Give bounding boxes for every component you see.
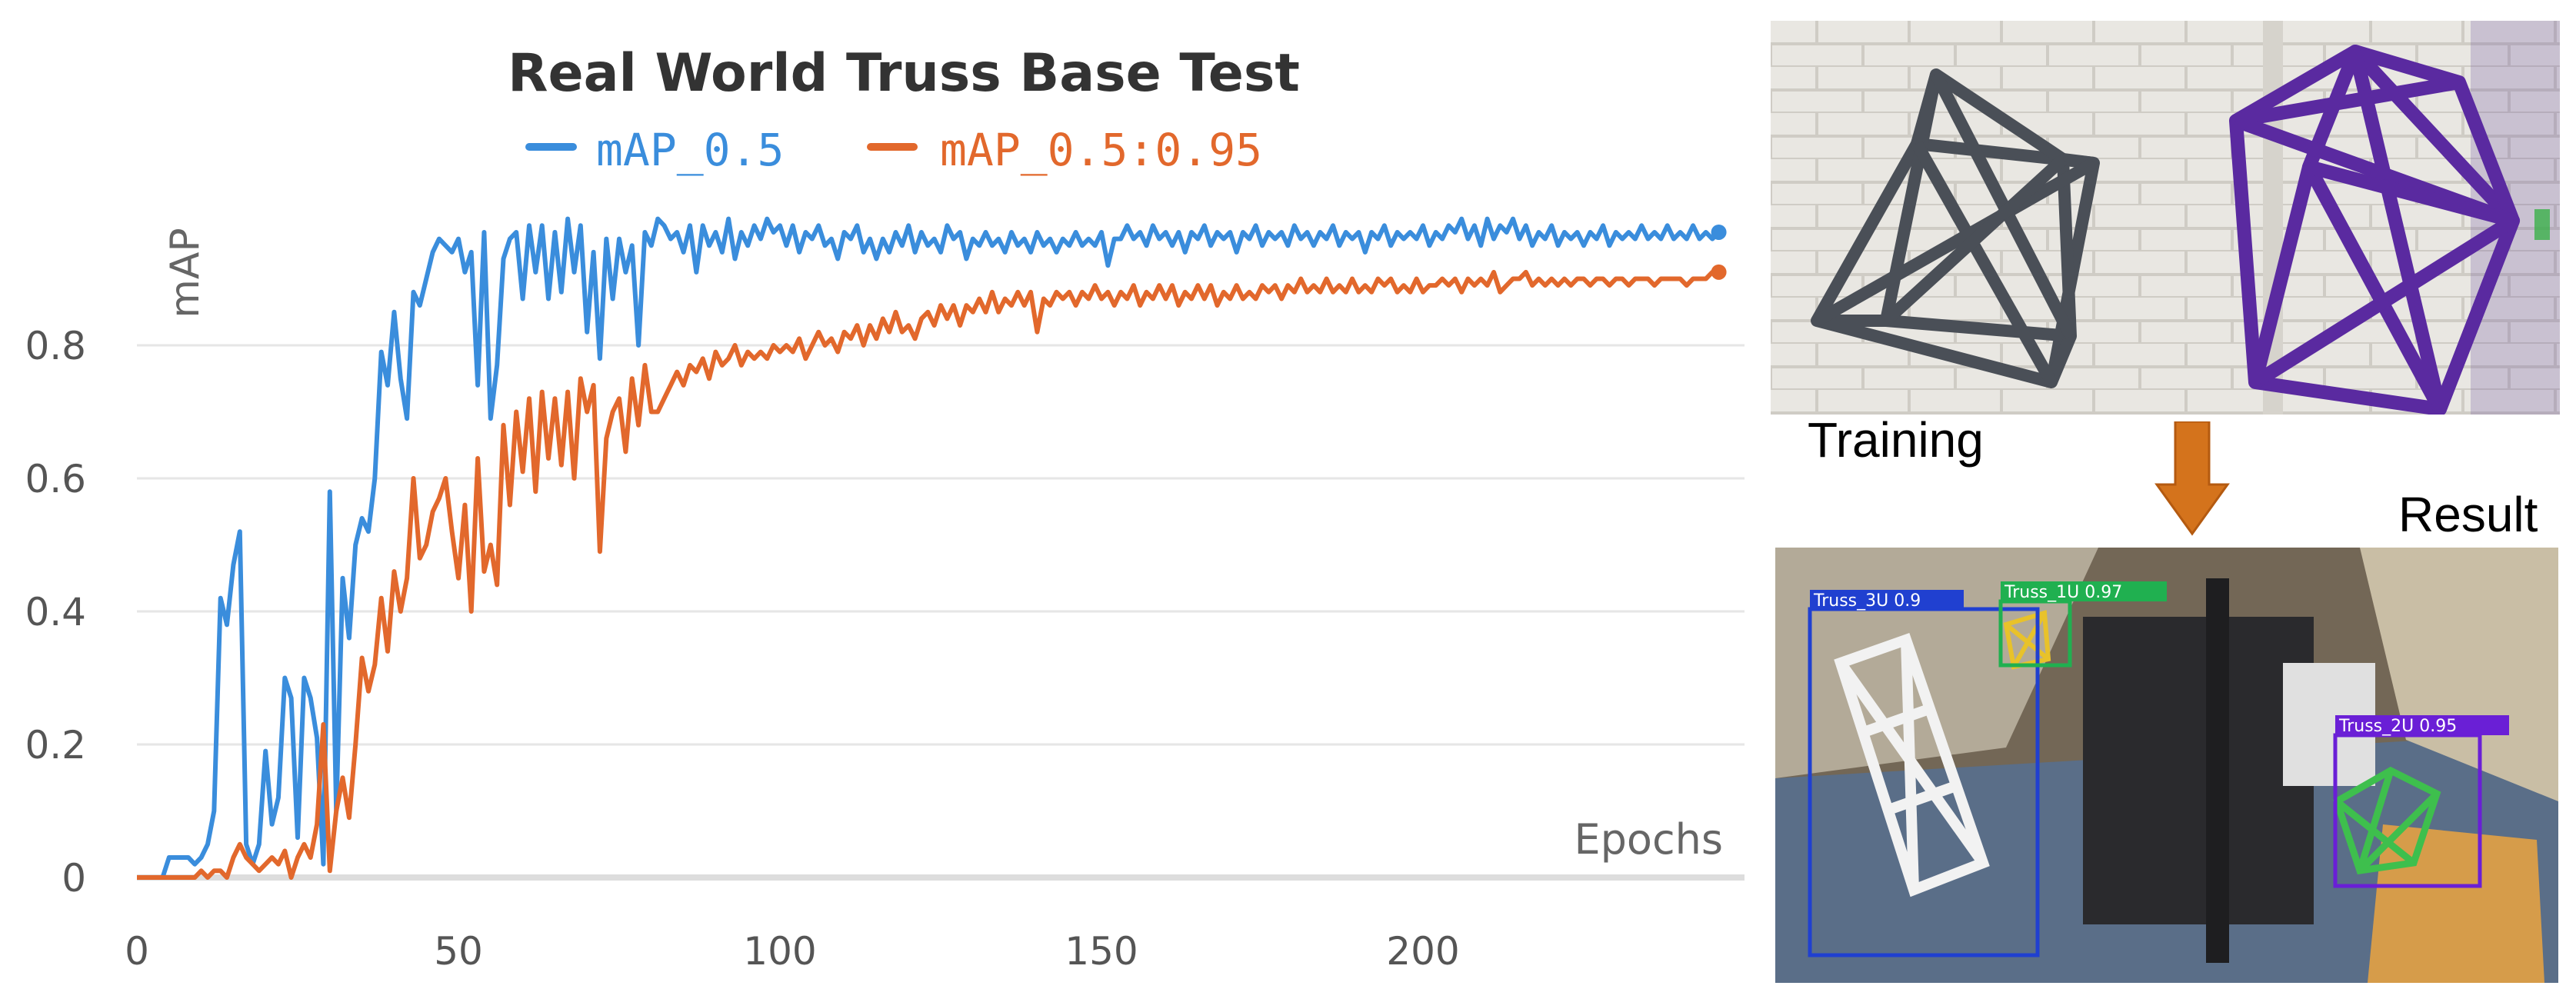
x-axis-label: Epochs (1575, 815, 1723, 864)
y-tick-label: 0.6 (25, 457, 86, 501)
y-tick-label: 0.2 (25, 723, 86, 768)
training-photo (1771, 21, 2560, 415)
detection-label-truss-3u: Truss_3U 0.9 (1813, 591, 1921, 611)
legend-label-series-1: mAP_0.5 (596, 124, 784, 176)
x-tick-label: 50 (434, 929, 483, 974)
y-tick-label: 0 (62, 856, 86, 901)
grid (137, 344, 1745, 746)
y-tick-label: 0.8 (25, 324, 86, 368)
legend: mAP_0.5 mAP_0.5:0.95 (525, 124, 1262, 176)
y-axis-label: mAP (162, 228, 208, 318)
training-caption: Training (1808, 412, 1984, 468)
y-tick-labels: 0 0.2 0.4 0.6 0.8 (25, 324, 86, 901)
detection-label-truss-2u: Truss_2U 0.95 (2338, 717, 2457, 736)
down-arrow-icon (2154, 421, 2230, 536)
x-tick-label: 0 (125, 929, 149, 974)
series-line-1 (137, 216, 1721, 880)
y-tick-label: 0.4 (25, 590, 86, 634)
detection-label-truss-1u: Truss_1U 0.97 (2004, 583, 2122, 602)
legend-label-series-2: mAP_0.5:0.95 (940, 124, 1262, 176)
white-truss-icon (1834, 633, 1990, 897)
series-end-point-1 (1711, 224, 1727, 240)
series-end-point-2 (1711, 264, 1727, 280)
result-caption: Result (2398, 487, 2538, 542)
chart: Real World Truss Base Test mAP_0.5 mAP_0… (25, 43, 1745, 974)
truss-models-image (1771, 21, 2560, 415)
series (137, 216, 1727, 880)
x-tick-labels: 0 50 100 150 200 (125, 929, 1460, 974)
x-tick-label: 200 (1386, 929, 1459, 974)
gray-truss-icon (1811, 68, 2100, 388)
chart-title: Real World Truss Base Test (508, 43, 1300, 104)
x-tick-label: 150 (1065, 929, 1138, 974)
series-line-2 (137, 269, 1719, 880)
x-tick-label: 100 (743, 929, 816, 974)
green-truss-icon (2332, 766, 2441, 874)
result-photo: Truss_3U 0.9 Truss_1U 0.97 Truss_2U 0.95 (1775, 548, 2558, 983)
detection-result-image: Truss_3U 0.9 Truss_1U 0.97 Truss_2U 0.95 (1775, 548, 2558, 983)
purple-truss-icon (2229, 45, 2520, 415)
